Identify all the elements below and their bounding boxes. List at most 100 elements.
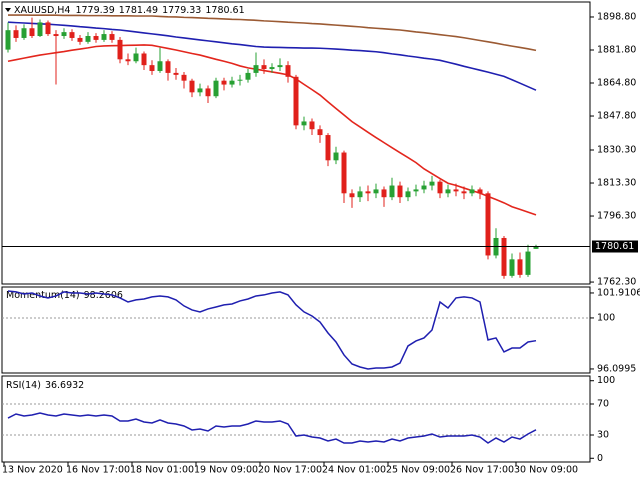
candle-body <box>29 28 35 37</box>
candle-body <box>141 53 147 66</box>
candle-body <box>53 34 59 37</box>
candle-body <box>117 39 123 60</box>
close-value: 1780.61 <box>205 5 244 16</box>
candle-body <box>453 189 459 192</box>
candle-body <box>213 80 219 97</box>
candle-body <box>285 65 291 77</box>
candle-body <box>181 74 187 81</box>
candle-body <box>245 72 251 80</box>
candle-body <box>461 191 467 194</box>
candle-body <box>77 37 83 42</box>
candle-body <box>197 88 203 93</box>
y-tick-label: 100 <box>597 375 615 386</box>
candle-body <box>309 121 315 130</box>
candle-body <box>397 185 403 198</box>
y-tick-label: 1864.80 <box>597 78 636 89</box>
candle-body <box>533 246 539 249</box>
x-tick-label: 25 Nov 09:00 <box>386 465 450 476</box>
low-value: 1779.33 <box>162 5 201 16</box>
y-tick-label: 1898.80 <box>597 11 636 22</box>
candle-body <box>109 34 115 40</box>
candle-body <box>413 189 419 192</box>
candle-body <box>253 65 259 73</box>
candle-body <box>133 53 139 62</box>
indicator-line <box>7 290 537 370</box>
candle-body <box>37 22 43 37</box>
candle-body <box>333 152 339 161</box>
candle-body <box>93 36 99 40</box>
x-tick-label: 24 Nov 01:00 <box>322 465 386 476</box>
candle-body <box>69 32 75 38</box>
candle-body <box>373 189 379 194</box>
current-price-box <box>592 240 638 253</box>
x-tick-label: 16 Nov 17:00 <box>66 465 130 476</box>
symbol-title: XAUUSD,H4 <box>14 5 70 16</box>
candle-body <box>381 189 387 198</box>
candle-body <box>149 65 155 71</box>
candle-body <box>445 189 451 194</box>
candle-body <box>501 237 507 276</box>
y-tick-label: 1847.80 <box>597 111 636 122</box>
candle-body <box>349 193 355 198</box>
candle-body <box>357 191 363 198</box>
candle-body <box>485 193 491 256</box>
moving-average <box>7 21 537 91</box>
y-tick-label: 1830.30 <box>597 145 636 156</box>
x-tick-label: 13 Nov 2020 <box>2 465 63 476</box>
y-tick-label: 70 <box>597 398 609 409</box>
candle-body <box>165 61 171 73</box>
candle-body <box>229 80 235 85</box>
price-header: XAUUSD,H4 1779.39 1781.49 1779.33 1780.61 <box>14 5 245 16</box>
candle-body <box>85 36 91 42</box>
rsi-value: 36.6932 <box>45 380 84 391</box>
candle-body <box>237 79 243 81</box>
momentum-title: Momentum(14) <box>6 290 80 301</box>
candle-body <box>21 28 27 38</box>
current-price-label: 1780.61 <box>595 241 634 252</box>
momentum-panel-frame <box>1 286 591 374</box>
y-tick-label: 101.9106 <box>597 287 640 298</box>
candle-body <box>45 22 51 35</box>
y-tick-label: 1762.30 <box>597 277 636 288</box>
candle-body <box>429 181 435 186</box>
candle-body <box>269 67 275 70</box>
candle-body <box>189 80 195 93</box>
rsi-title: RSI(14) <box>6 380 41 391</box>
candle-body <box>517 259 523 275</box>
y-tick-label: 1813.30 <box>597 178 636 189</box>
open-value: 1779.39 <box>75 5 114 16</box>
y-tick-label: 0 <box>597 453 603 464</box>
price-panel-frame <box>1 1 591 285</box>
candle-body <box>125 59 131 62</box>
candle-body <box>469 189 475 194</box>
candle-body <box>157 61 163 71</box>
candle-body <box>509 259 515 276</box>
candle-body <box>365 191 371 194</box>
y-tick-label: 1881.80 <box>597 44 636 55</box>
candle-body <box>261 65 267 70</box>
candle-body <box>101 34 107 40</box>
y-tick-label: 30 <box>597 430 609 441</box>
menu-arrow[interactable] <box>5 8 11 12</box>
y-tick-label: 1796.30 <box>597 211 636 222</box>
candle-body <box>325 135 331 161</box>
candle-body <box>525 251 531 275</box>
candle-body <box>421 185 427 190</box>
y-tick-label: 96.0995 <box>597 363 636 374</box>
y-tick-label: 100 <box>597 312 615 323</box>
candle-body <box>301 121 307 126</box>
momentum-header: Momentum(14) 98.2606 <box>6 290 123 301</box>
candle-body <box>13 30 19 38</box>
candle-body <box>277 65 283 68</box>
x-tick-label: 26 Nov 17:00 <box>450 465 514 476</box>
momentum-value: 98.2606 <box>84 290 123 301</box>
candle-body <box>341 152 347 194</box>
x-tick-label: 20 Nov 17:00 <box>258 465 322 476</box>
rsi-header: RSI(14) 36.6932 <box>6 380 84 391</box>
x-tick-label: 30 Nov 09:00 <box>514 465 578 476</box>
candle-body <box>293 76 299 126</box>
candle-body <box>5 30 11 50</box>
